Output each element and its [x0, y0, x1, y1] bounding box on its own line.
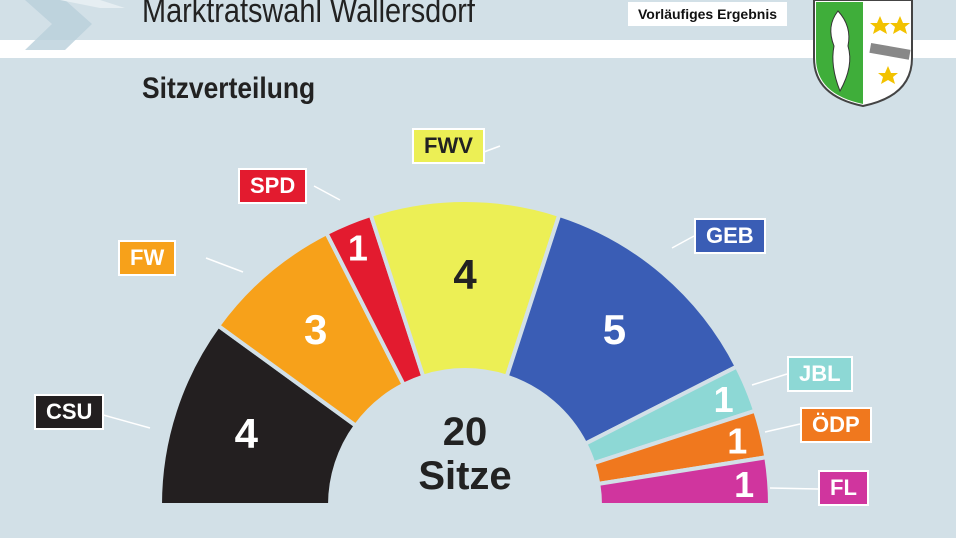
legend-label-fl: FL	[818, 470, 869, 506]
total-unit: Sitze	[418, 454, 512, 498]
leader-line	[769, 487, 819, 490]
total-number: 20	[442, 410, 488, 454]
legend-label-geb: GEB	[694, 218, 766, 254]
total-seats: 20 Sitze	[400, 410, 530, 498]
legend-label-csu: CSU	[34, 394, 105, 430]
legend-label-fwv: FWV	[412, 128, 485, 164]
value-label-fwv: 4	[453, 251, 477, 298]
logo-chevron-icon	[25, 0, 125, 50]
value-label-fl: 1	[734, 464, 754, 505]
value-label-csu: 4	[235, 410, 259, 457]
coat-of-arms-icon	[813, 0, 913, 108]
legend-label-oedp: ÖDP	[800, 407, 872, 443]
segment-geb	[504, 212, 740, 447]
leader-line	[764, 423, 801, 433]
legend-label-fw: FW	[118, 240, 177, 276]
leader-line	[751, 373, 788, 386]
page-title: Marktratswahl Wallersdorf	[142, 0, 475, 30]
leader-line	[95, 412, 151, 429]
value-label-ödp: 1	[727, 421, 747, 462]
segment-fl	[596, 454, 773, 507]
value-label-fw: 3	[304, 306, 327, 353]
leader-line	[671, 235, 695, 249]
value-label-spd: 1	[348, 227, 368, 268]
header-band	[0, 40, 956, 58]
leader-line	[313, 185, 341, 201]
segment-csu	[157, 322, 359, 507]
leader-line	[205, 257, 244, 273]
value-label-jbl: 1	[714, 379, 734, 420]
chart-title: Sitzverteilung	[142, 72, 316, 105]
legend-label-jbl: JBL	[787, 356, 853, 392]
segment-fwv	[368, 198, 562, 380]
value-label-geb: 5	[603, 306, 626, 353]
legend-label-spd: SPD	[238, 168, 308, 204]
status-badge: Vorläufiges Ergebnis	[628, 2, 787, 26]
